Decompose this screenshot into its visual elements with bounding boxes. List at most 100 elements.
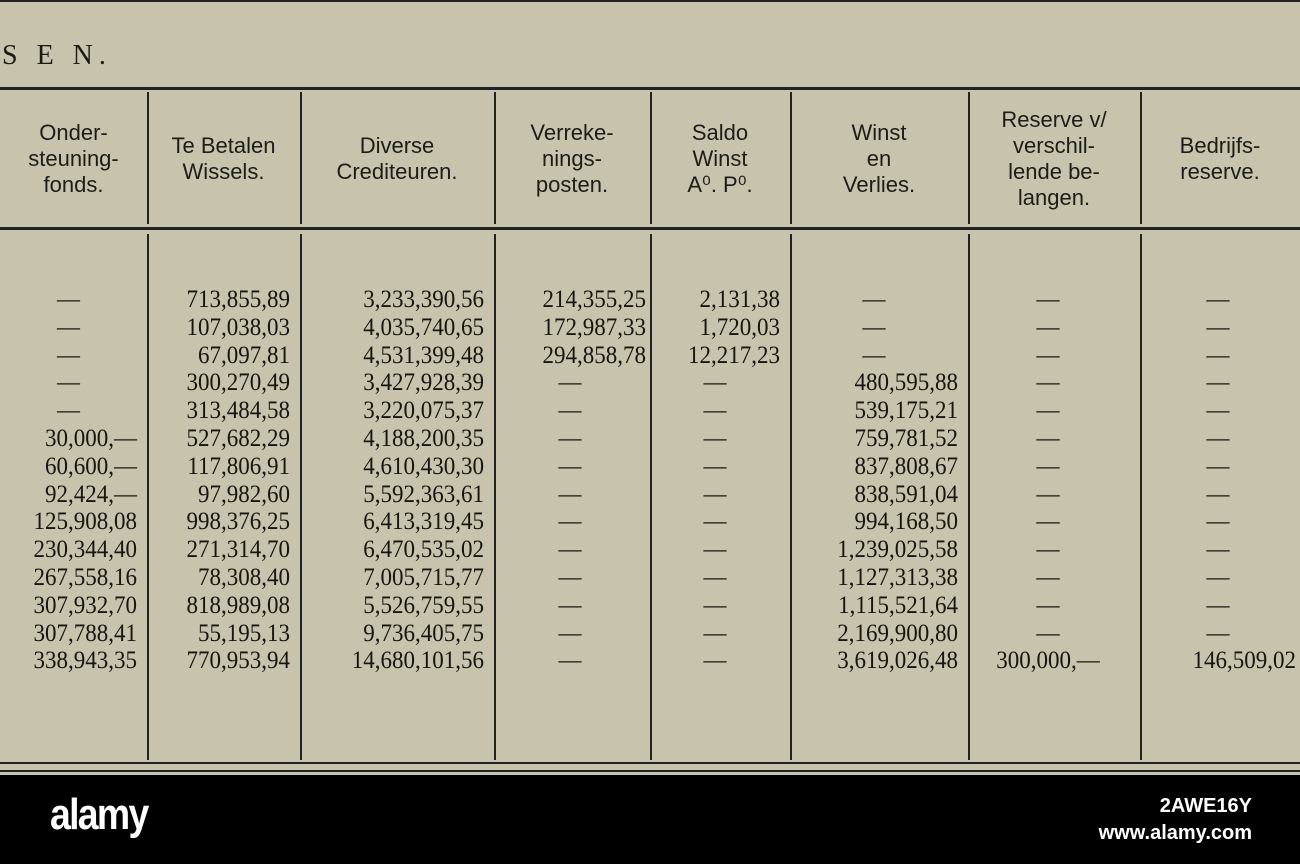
cell: 338,943,35 bbox=[33, 647, 138, 675]
cell: — bbox=[1206, 286, 1230, 313]
cell: 818,989,08 bbox=[186, 591, 291, 619]
column-ondersteuningfonds: — — — — —30,000,— 60,600,— 92,424,— 125,908,08 2… bbox=[0, 286, 138, 675]
header-reserve-belangen: Reserve v/ verschil- lende be- langen. bbox=[1001, 107, 1107, 210]
cell: — bbox=[558, 424, 582, 452]
column-winst-en-verlies: — — —480,595,88 539,175,21 759,781,52 837,808… bbox=[790, 286, 958, 675]
column-divider bbox=[300, 234, 302, 760]
cell: — bbox=[558, 452, 582, 480]
column-divider bbox=[1140, 92, 1142, 224]
cell: 307,932,70 bbox=[33, 591, 138, 619]
cell: 1,127,313,38 bbox=[837, 563, 958, 591]
cell: — bbox=[862, 341, 886, 369]
cell: — bbox=[703, 397, 727, 425]
cell: — bbox=[1206, 619, 1230, 647]
cell: 3,220,075,37 bbox=[363, 397, 484, 425]
cell: 4,188,200,35 bbox=[363, 424, 484, 452]
column-saldo-winst: 2,131,38 1,720,03 12,217,23— — — — — — — — — — — bbox=[650, 286, 780, 675]
cell: 6,470,535,02 bbox=[363, 536, 484, 564]
header-ondersteuningfonds: Onder- steuning- fonds. bbox=[28, 120, 119, 197]
cell: — bbox=[558, 563, 582, 591]
cell: 294,858,78 bbox=[542, 341, 647, 369]
header-verrekeningsposten: Verreke- nings- posten. bbox=[530, 120, 614, 197]
cell: — bbox=[558, 536, 582, 564]
cell: 713,855,89 bbox=[186, 286, 291, 313]
cell: 300,270,49 bbox=[186, 369, 291, 397]
cell: — bbox=[1036, 397, 1060, 425]
cell: 2,169,900,80 bbox=[837, 619, 958, 647]
column-divider bbox=[650, 92, 652, 224]
cell: 4,610,430,30 bbox=[363, 452, 484, 480]
column-diverse-crediteuren: 3,233,390,56 4,035,740,65 4,531,399,48 3,42… bbox=[300, 286, 484, 675]
column-divider bbox=[494, 234, 496, 760]
cell: 313,484,58 bbox=[186, 397, 291, 425]
column-bedrijfsreserve: — — — — — — — — — — — — —146,509,02 bbox=[1140, 286, 1297, 675]
cell: — bbox=[558, 369, 582, 397]
cell: 117,806,91 bbox=[187, 452, 290, 480]
cell: — bbox=[1206, 313, 1230, 341]
header-bottom-rule bbox=[0, 227, 1300, 230]
cell: 9,736,405,75 bbox=[363, 619, 484, 647]
column-divider bbox=[147, 92, 149, 224]
cell: 838,591,04 bbox=[854, 480, 959, 508]
cell: 300,000,— bbox=[996, 647, 1100, 675]
header-bedrijfsreserve: Bedrijfs- reserve. bbox=[1179, 133, 1261, 184]
cell: — bbox=[57, 369, 80, 397]
cell: — bbox=[703, 424, 727, 452]
cell: 67,097,81 bbox=[198, 341, 290, 369]
cell: — bbox=[558, 480, 582, 508]
cell: — bbox=[862, 313, 886, 341]
column-divider bbox=[650, 234, 652, 760]
cell: 271,314,70 bbox=[186, 536, 291, 564]
cell: — bbox=[1206, 369, 1230, 397]
cell: 770,953,94 bbox=[186, 647, 291, 675]
cell: — bbox=[57, 397, 80, 425]
cell: — bbox=[558, 508, 582, 536]
cell: — bbox=[558, 591, 582, 619]
cell: — bbox=[1036, 480, 1060, 508]
cell: 267,558,16 bbox=[33, 563, 138, 591]
column-divider bbox=[968, 234, 970, 760]
cell: — bbox=[1206, 508, 1230, 536]
header-saldo-winst: Saldo Winst A⁰. P⁰. bbox=[687, 120, 753, 197]
cell: 214,355,25 bbox=[542, 286, 647, 313]
cell: 125,908,08 bbox=[33, 508, 138, 536]
cell: — bbox=[703, 369, 727, 397]
cell: — bbox=[1036, 452, 1060, 480]
header-te-betalen-wissels: Te Betalen Wissels. bbox=[171, 133, 276, 184]
cell: 146,509,02 bbox=[1192, 647, 1297, 675]
column-reserve-belangen: — — — — — — — — — — — — —300,000,— bbox=[968, 286, 1128, 675]
cell: — bbox=[558, 397, 582, 425]
cell: — bbox=[703, 591, 727, 619]
cell: — bbox=[57, 313, 80, 341]
cell: — bbox=[1206, 480, 1230, 508]
cell: 5,526,759,55 bbox=[363, 591, 484, 619]
cell: — bbox=[1206, 397, 1230, 425]
cell: — bbox=[862, 286, 886, 313]
cell: 3,619,026,48 bbox=[837, 647, 958, 675]
column-divider bbox=[790, 92, 792, 224]
cell: — bbox=[1036, 286, 1060, 313]
cell: — bbox=[1206, 341, 1230, 369]
cell: — bbox=[57, 341, 80, 369]
cell: 3,233,390,56 bbox=[363, 286, 484, 313]
column-divider bbox=[494, 92, 496, 224]
cell: — bbox=[1036, 424, 1060, 452]
cell: 172,987,33 bbox=[542, 313, 647, 341]
cell: 1,720,03 bbox=[699, 313, 781, 341]
column-verrekeningsposten: 214,355,25 172,987,33 294,858,78— — — — — — — — — —… bbox=[494, 286, 647, 675]
cell: — bbox=[1036, 508, 1060, 536]
cell: 30,000,— bbox=[45, 424, 137, 452]
column-divider bbox=[300, 92, 302, 224]
cell: 527,682,29 bbox=[186, 424, 291, 452]
cell: — bbox=[703, 563, 727, 591]
cell: — bbox=[558, 647, 582, 675]
cell: 97,982,60 bbox=[198, 480, 290, 508]
cell: 14,680,101,56 bbox=[351, 647, 484, 675]
header-winst-en-verlies: Winst en Verlies. bbox=[842, 120, 916, 197]
cell: 480,595,88 bbox=[854, 369, 959, 397]
watermark-url: www.alamy.com bbox=[1098, 822, 1252, 844]
cell: — bbox=[57, 286, 80, 313]
cell: — bbox=[1036, 563, 1060, 591]
page-title: S E N. bbox=[2, 40, 112, 71]
cell: 230,344,40 bbox=[33, 536, 138, 564]
